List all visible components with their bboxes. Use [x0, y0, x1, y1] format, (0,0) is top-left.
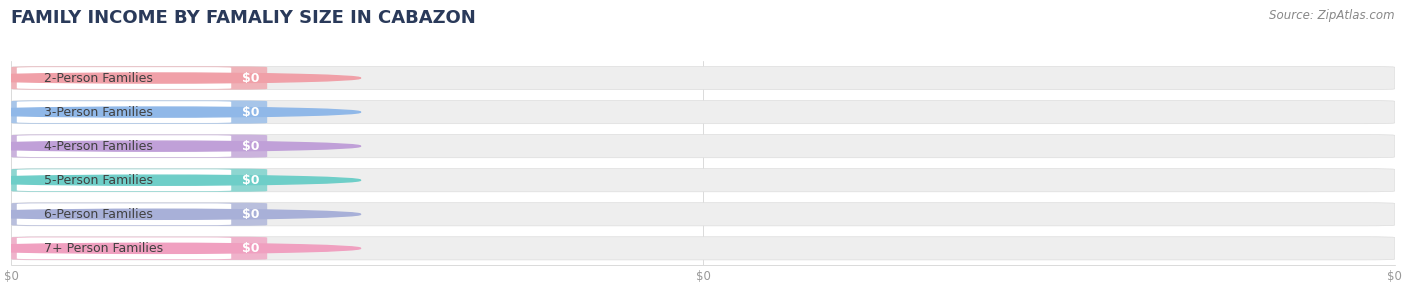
FancyBboxPatch shape	[17, 135, 231, 157]
FancyBboxPatch shape	[17, 203, 231, 225]
FancyBboxPatch shape	[11, 169, 1395, 192]
Circle shape	[0, 209, 360, 219]
Circle shape	[0, 141, 360, 151]
Circle shape	[0, 107, 360, 117]
FancyBboxPatch shape	[11, 135, 267, 158]
Text: 5-Person Families: 5-Person Families	[45, 174, 153, 187]
Text: $0: $0	[242, 140, 259, 152]
Text: 3-Person Families: 3-Person Families	[45, 106, 153, 119]
Text: $0: $0	[242, 72, 259, 84]
Text: $0: $0	[242, 242, 259, 255]
Circle shape	[0, 175, 360, 185]
FancyBboxPatch shape	[11, 237, 267, 260]
FancyBboxPatch shape	[17, 67, 231, 89]
FancyBboxPatch shape	[17, 101, 231, 123]
Circle shape	[0, 73, 360, 83]
FancyBboxPatch shape	[17, 237, 231, 259]
Text: 7+ Person Families: 7+ Person Families	[45, 242, 163, 255]
FancyBboxPatch shape	[11, 237, 1395, 260]
FancyBboxPatch shape	[11, 203, 1395, 226]
Text: 2-Person Families: 2-Person Families	[45, 72, 153, 84]
Circle shape	[0, 243, 360, 253]
FancyBboxPatch shape	[11, 66, 1395, 90]
FancyBboxPatch shape	[11, 101, 267, 124]
Text: 4-Person Families: 4-Person Families	[45, 140, 153, 152]
Text: FAMILY INCOME BY FAMALIY SIZE IN CABAZON: FAMILY INCOME BY FAMALIY SIZE IN CABAZON	[11, 9, 477, 27]
FancyBboxPatch shape	[11, 135, 1395, 158]
FancyBboxPatch shape	[11, 203, 267, 226]
Text: Source: ZipAtlas.com: Source: ZipAtlas.com	[1270, 9, 1395, 22]
FancyBboxPatch shape	[11, 169, 267, 192]
Text: $0: $0	[242, 208, 259, 221]
Text: 6-Person Families: 6-Person Families	[45, 208, 153, 221]
Text: $0: $0	[242, 106, 259, 119]
FancyBboxPatch shape	[11, 101, 1395, 124]
FancyBboxPatch shape	[11, 66, 267, 90]
FancyBboxPatch shape	[17, 169, 231, 191]
Text: $0: $0	[242, 174, 259, 187]
